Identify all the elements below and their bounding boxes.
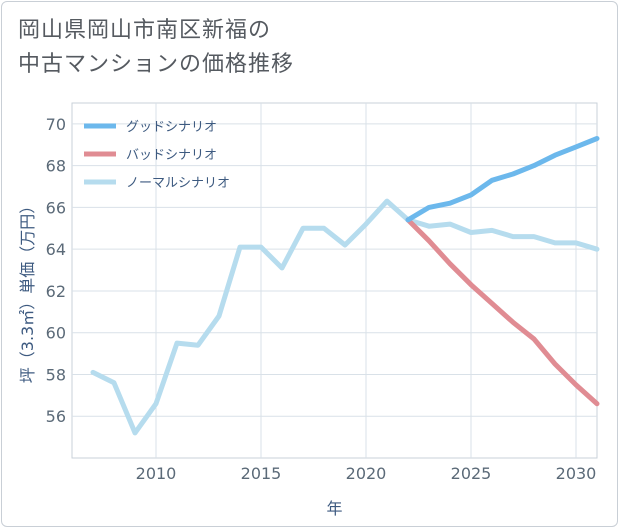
series-line (405, 217, 600, 407)
x-tick-label: 2030 (556, 464, 597, 483)
y-tick-label: 70 (46, 115, 66, 134)
x-tick-label: 2020 (346, 464, 387, 483)
y-tick-label: 68 (46, 157, 66, 176)
y-tick-label: 58 (46, 365, 66, 384)
x-tick-label: 2015 (241, 464, 282, 483)
x-tick-label: 2025 (451, 464, 492, 483)
x-axis-title: 年 (326, 499, 342, 518)
chart-title-line-1: 岡山県岡山市南区新福の (18, 18, 272, 43)
plot-frame (71, 102, 598, 459)
y-axis-title: 坪（3.3㎡）単価（万円） (18, 198, 37, 383)
x-tick-label: 2010 (136, 464, 177, 483)
legend-label: ノーマルシナリオ (126, 176, 230, 191)
y-tick-label: 56 (46, 407, 66, 426)
y-tick-label: 66 (46, 198, 66, 217)
legend-label: グッドシナリオ (126, 120, 217, 135)
series-line (90, 198, 600, 436)
legend-label: バッドシナリオ (126, 148, 217, 163)
y-tick-label: 60 (46, 324, 66, 343)
y-tick-label: 64 (46, 240, 66, 259)
chart-title: 岡山県岡山市南区新福の 中古マンションの価格推移 (18, 14, 294, 82)
chart-title-line-2: 中古マンションの価格推移 (18, 52, 295, 77)
series-line (405, 136, 600, 223)
y-tick-label: 62 (46, 282, 66, 301)
